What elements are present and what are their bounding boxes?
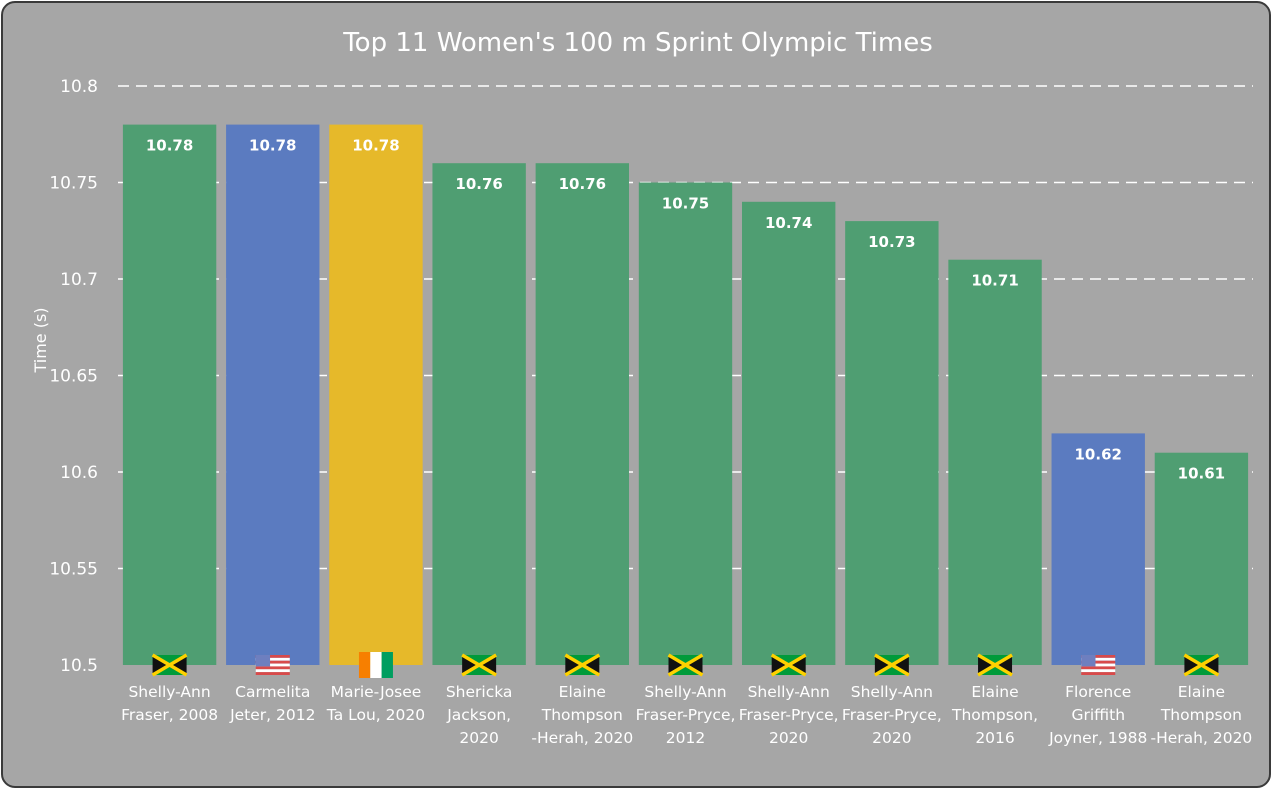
- bar-chart: Top 11 Women's 100 m Sprint Olympic Time…: [31, 28, 1253, 747]
- x-category-label: Elaine: [559, 683, 606, 701]
- x-category-label: Shelly-Ann: [748, 683, 830, 701]
- usa-flag-icon: [255, 655, 290, 675]
- y-tick-label: 10.5: [60, 656, 98, 676]
- x-category-label: Thompson: [1160, 706, 1242, 724]
- jamaica-flag-icon: [770, 653, 807, 677]
- bar: [845, 221, 939, 665]
- y-tick-label: 10.55: [49, 560, 98, 580]
- x-category-label: Griffith: [1071, 706, 1125, 724]
- x-category-label: 2020: [872, 729, 911, 747]
- jamaica-flag-icon: [151, 653, 188, 677]
- bar: [638, 182, 733, 665]
- data-label: 10.74: [765, 214, 812, 232]
- x-category-label: Elaine: [1178, 683, 1225, 701]
- x-category-label: Elaine: [971, 683, 1018, 701]
- data-label: 10.62: [1075, 445, 1122, 463]
- usa-flag-icon: [1081, 655, 1116, 675]
- y-tick-label: 10.8: [60, 77, 98, 97]
- bar: [948, 259, 1042, 665]
- flags: [151, 652, 1220, 678]
- data-label: 10.75: [662, 195, 709, 213]
- jamaica-flag-icon: [977, 653, 1013, 677]
- jamaica-flag-icon: [461, 653, 498, 677]
- jamaica-flag-icon: [667, 653, 704, 677]
- bar: [535, 163, 630, 665]
- x-category-label: 2012: [666, 729, 705, 747]
- y-tick-label: 10.65: [49, 367, 98, 387]
- x-category-label: Carmelita: [235, 683, 310, 701]
- x-category-label: Jeter, 2012: [229, 706, 315, 724]
- chart-title: Top 11 Women's 100 m Sprint Olympic Time…: [342, 28, 933, 58]
- y-tick-label: 10.6: [60, 463, 98, 483]
- x-category-label: Florence: [1065, 683, 1131, 701]
- y-axis-label: Time (s): [31, 307, 50, 373]
- bar: [1051, 433, 1145, 665]
- x-category-label: Ta Lou, 2020: [326, 706, 425, 724]
- x-category-label: Shelly-Ann: [128, 683, 210, 701]
- x-category-label: Thompson: [541, 706, 623, 724]
- x-category-label: Fraser-Pryce,: [636, 706, 736, 724]
- data-label: 10.76: [455, 175, 502, 193]
- data-label: 10.73: [868, 233, 915, 251]
- x-category-label: -Herah, 2020: [531, 729, 633, 747]
- x-category-label: Fraser-Pryce,: [739, 706, 839, 724]
- jamaica-flag-icon: [1183, 653, 1220, 677]
- y-axis-ticks: 10.5 10.55 10.6 10.65 10.7 10.75 10.8: [49, 77, 98, 676]
- x-category-label: Shelly-Ann: [644, 683, 726, 701]
- x-category-label: -Herah, 2020: [1151, 729, 1253, 747]
- bar: [1154, 452, 1249, 665]
- data-label: 10.78: [249, 137, 296, 155]
- x-category-label: Thompson,: [951, 706, 1038, 724]
- data-label: 10.78: [352, 137, 399, 155]
- cote-divoire-flag-icon: [358, 652, 393, 678]
- x-category-label: Shelly-Ann: [851, 683, 933, 701]
- x-category-label: 2020: [459, 729, 498, 747]
- jamaica-flag-icon: [873, 653, 910, 677]
- y-tick-label: 10.75: [49, 174, 98, 194]
- x-category-label: Marie-Josee: [331, 683, 422, 701]
- data-label: 10.78: [146, 137, 193, 155]
- x-category-label: Jackson,: [446, 706, 511, 724]
- bar: [226, 124, 320, 666]
- x-axis-categories: Shelly-Ann Fraser, 2008 Carmelita Jeter, 20…: [121, 683, 1252, 747]
- x-category-label: 2020: [769, 729, 808, 747]
- bars: [122, 124, 1249, 666]
- bar: [329, 124, 423, 666]
- bar: [122, 124, 217, 666]
- jamaica-flag-icon: [564, 653, 601, 677]
- x-category-label: Shericka: [446, 683, 513, 701]
- x-category-label: Fraser, 2008: [121, 706, 218, 724]
- bar: [432, 163, 526, 665]
- data-label: 10.71: [971, 272, 1018, 290]
- y-tick-label: 10.7: [60, 270, 98, 290]
- data-labels: 10.78 10.78 10.78 10.76 10.76 10.75 10.74 10.73…: [146, 137, 1225, 483]
- x-category-label: 2016: [975, 729, 1014, 747]
- data-label: 10.76: [559, 175, 606, 193]
- data-label: 10.61: [1178, 465, 1225, 483]
- x-category-label: Fraser-Pryce,: [842, 706, 942, 724]
- bar: [741, 201, 836, 666]
- x-category-label: Joyner, 1988: [1048, 729, 1147, 747]
